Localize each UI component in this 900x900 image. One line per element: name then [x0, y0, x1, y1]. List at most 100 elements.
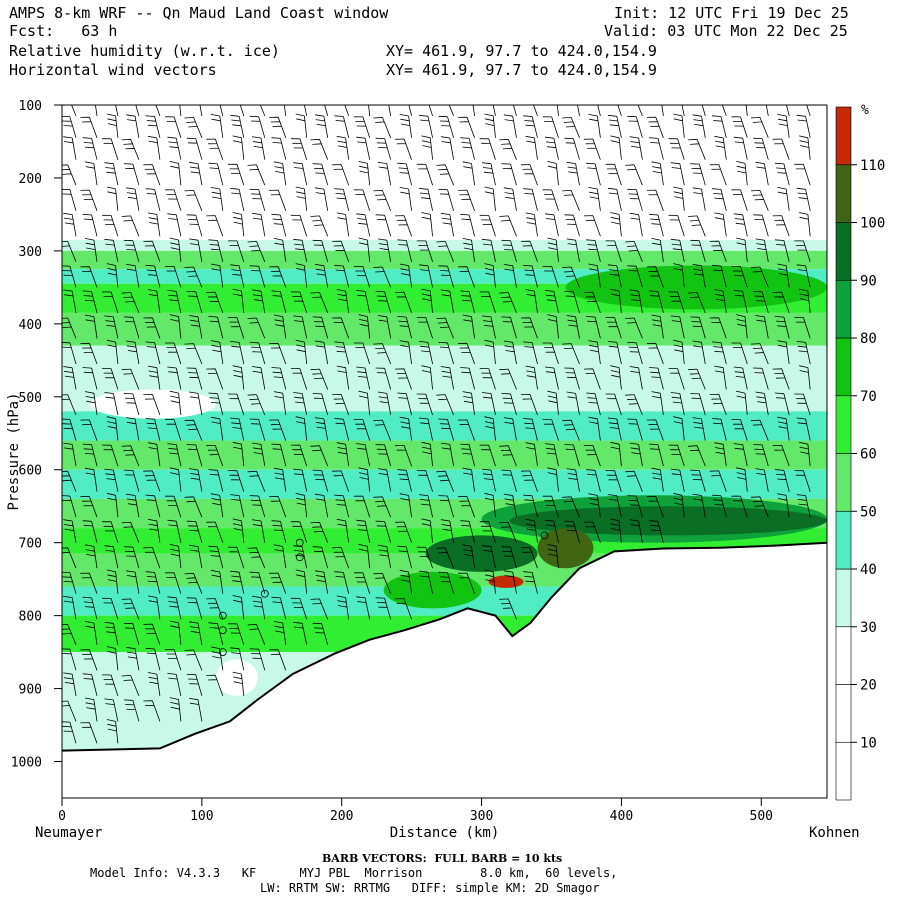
wind-barb — [273, 544, 287, 569]
wind-barb — [399, 569, 412, 594]
wind-barb — [123, 393, 140, 416]
wind-barb — [481, 545, 496, 569]
wind-barb — [123, 546, 140, 569]
wind-barb — [607, 417, 622, 441]
colorbar-label: 60 — [860, 447, 877, 463]
wind-barb — [799, 212, 811, 237]
wind-barb — [375, 291, 392, 314]
y-tick-label: 100 — [19, 99, 42, 114]
wind-barb — [206, 598, 224, 620]
wind-barb — [586, 469, 601, 492]
wind-barb — [63, 442, 77, 467]
x-tick-label: 100 — [190, 809, 213, 824]
wind-barb — [395, 138, 412, 160]
wind-barb — [230, 264, 245, 288]
wind-barb — [436, 317, 454, 339]
wind-barb — [312, 469, 329, 492]
wind-barb — [499, 215, 517, 237]
wind-barb — [247, 394, 266, 416]
wind-barb — [501, 469, 517, 492]
wind-barb — [104, 698, 119, 722]
wind-barb — [80, 419, 98, 441]
wind-barb — [625, 470, 643, 492]
wind-barb — [63, 212, 77, 237]
wind-barb — [227, 470, 245, 492]
wind-barb — [753, 367, 769, 390]
wind-barb — [63, 289, 77, 313]
wind-barb — [733, 136, 748, 160]
wind-barb — [106, 263, 119, 288]
wind-barb — [62, 164, 77, 186]
wind-barb — [462, 161, 475, 186]
colorbar-label: 110 — [860, 158, 885, 174]
wind-barb — [692, 493, 706, 518]
wind-barb — [772, 215, 790, 237]
wind-barb — [523, 188, 538, 211]
wind-barb — [334, 188, 350, 211]
calm-wind-circle — [218, 611, 227, 620]
wind-barb — [733, 366, 748, 390]
wind-barb — [649, 367, 664, 390]
wind-barb — [62, 265, 77, 288]
wind-barb — [673, 113, 685, 138]
x-tick-label: 400 — [610, 809, 633, 824]
wind-barb — [147, 212, 161, 237]
wind-barb — [525, 289, 538, 313]
calm-wind-circle — [260, 589, 269, 598]
wind-barb — [273, 467, 287, 492]
wind-barb — [106, 492, 119, 518]
wind-barb — [753, 291, 769, 314]
wind-barb — [588, 263, 601, 288]
wind-barb — [692, 264, 706, 288]
wind-barb — [102, 291, 119, 314]
wind-barb — [126, 570, 140, 594]
wind-barb — [147, 289, 161, 313]
wind-barb — [368, 105, 371, 116]
wind-barb — [186, 291, 203, 314]
wind-barb — [607, 494, 622, 518]
wind-barb — [399, 263, 412, 288]
wind-barb — [629, 289, 643, 313]
wind-barb — [314, 417, 329, 441]
wind-barb — [484, 416, 496, 441]
wind-barb — [709, 470, 727, 492]
rh-layer — [62, 411, 827, 441]
wind-barb — [290, 138, 308, 160]
wind-barb — [731, 419, 748, 441]
colorbar-swatch — [835, 684, 852, 743]
wind-barb — [312, 393, 329, 416]
wind-barb — [625, 164, 643, 186]
wind-barb — [273, 391, 287, 416]
wind-barb — [155, 105, 161, 117]
wind-barb — [269, 496, 287, 518]
wind-barb — [421, 212, 433, 237]
wind-barb — [796, 264, 811, 288]
wind-barb — [336, 442, 350, 467]
wind-barb — [721, 105, 727, 117]
wind-barb — [82, 596, 98, 620]
wind-barb — [143, 394, 161, 416]
wind-barb — [503, 114, 517, 138]
wind-barb — [147, 365, 161, 390]
colorbar-swatch — [835, 453, 852, 512]
wind-barb — [373, 419, 392, 441]
wind-barb — [399, 114, 412, 138]
wind-barb — [295, 263, 308, 288]
wind-barb — [356, 443, 371, 467]
wind-barb — [605, 470, 622, 492]
wind-barb — [419, 264, 433, 288]
wind-barb — [249, 495, 266, 518]
wind-barb — [375, 444, 392, 467]
wind-barb — [484, 113, 496, 138]
wind-barb — [628, 105, 643, 117]
colorbar-label: 40 — [860, 562, 877, 578]
wind-barb — [80, 572, 98, 594]
wind-barb — [564, 214, 580, 237]
wind-barb — [651, 314, 664, 339]
wind-barb — [189, 238, 203, 262]
wind-barb — [436, 547, 454, 569]
wind-barb — [562, 190, 580, 211]
wind-barb — [625, 241, 643, 262]
wind-barb — [252, 366, 266, 390]
colorbar-swatch — [835, 510, 852, 570]
